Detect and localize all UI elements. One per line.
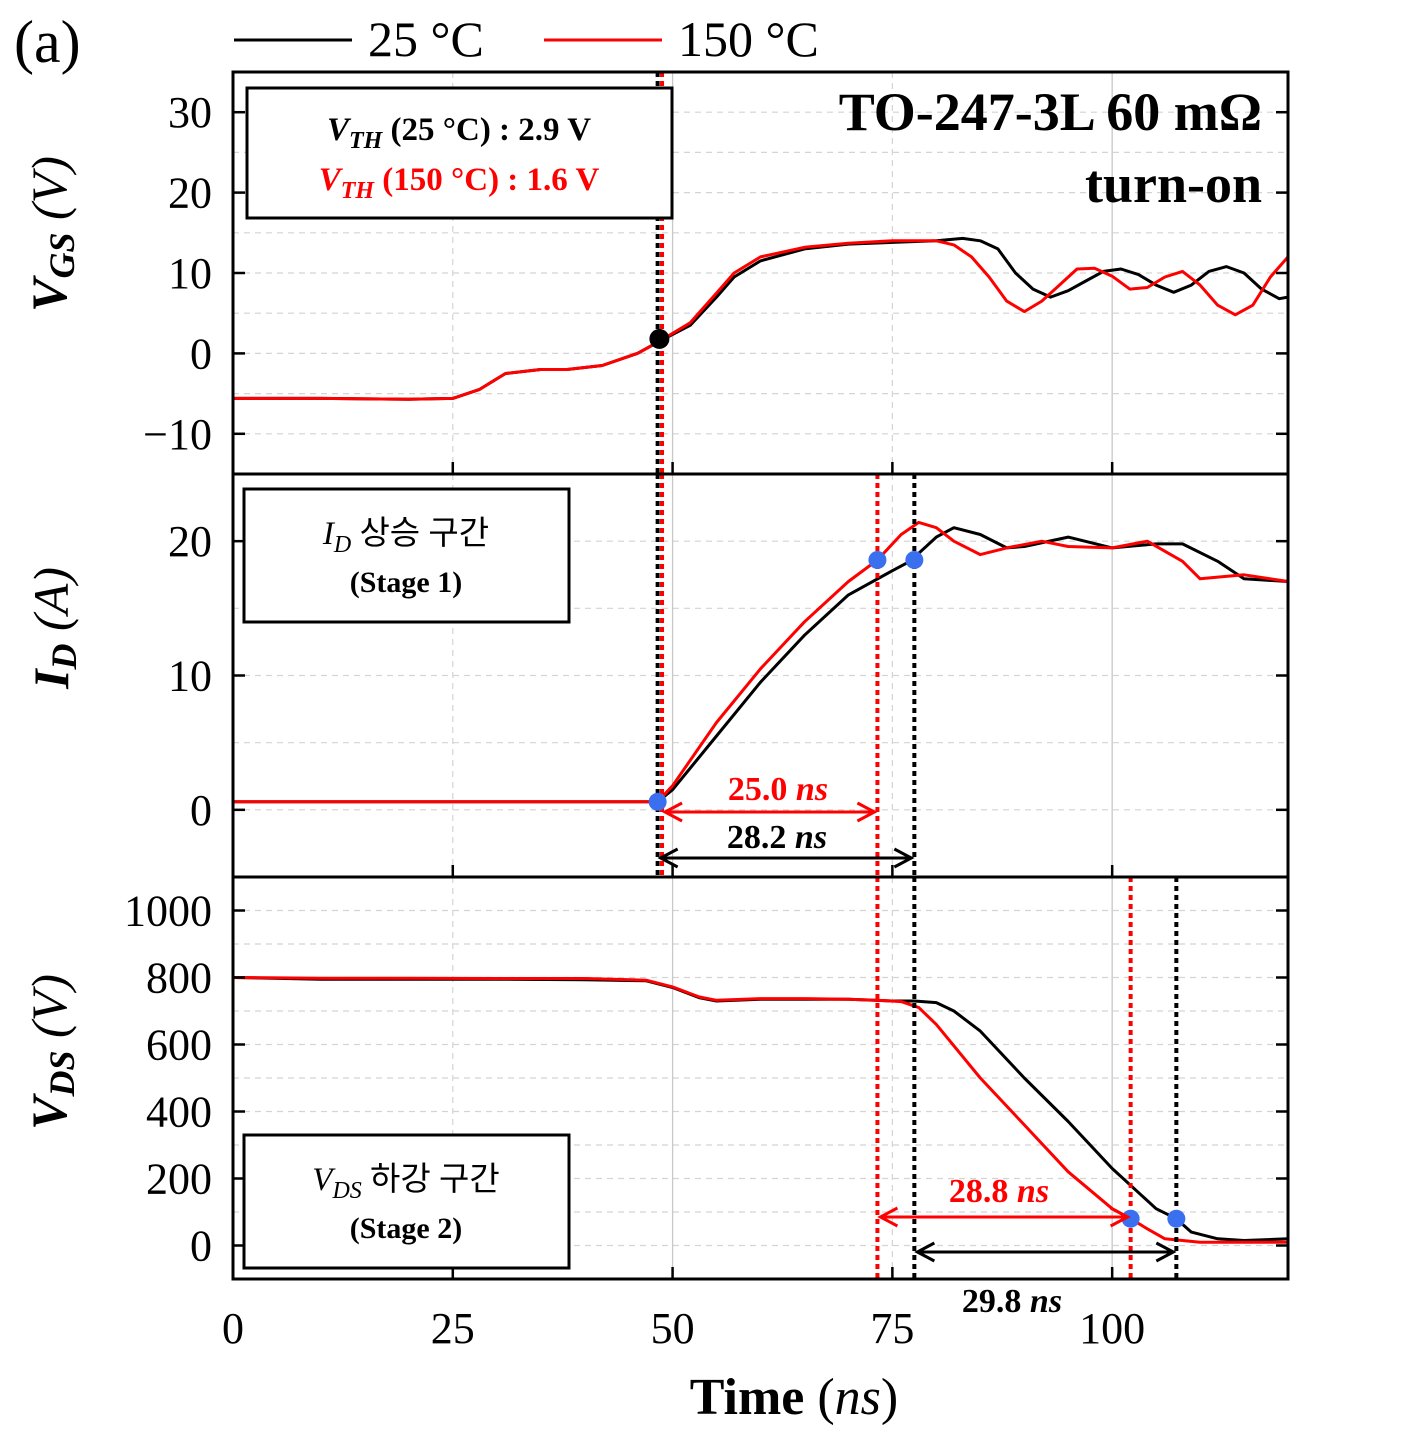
vgs-series-25c	[233, 236, 1289, 401]
vgs-ytick-label: −10	[143, 410, 212, 459]
vds-ytick-label: 400	[146, 1088, 212, 1137]
id-rise-25c-arrowhead-left	[657, 847, 679, 869]
id-axis-label: ID (A)	[23, 567, 84, 690]
stage2-title: VDS 하강 구간	[312, 1162, 499, 1204]
id-ytick-label: 10	[168, 652, 212, 701]
stage1-sub: D	[333, 532, 351, 558]
vth-25c-value: (25 °C) : 2.9 V	[382, 112, 591, 148]
stage2-box	[242, 1133, 571, 1270]
id-ytick-label: 0	[190, 786, 212, 835]
id-rise-25c-arrowhead-right	[893, 847, 915, 869]
interval-annotations: 25.0 ns 28.2 ns 28.8 ns 29.8 ns	[657, 771, 1177, 1320]
vds-fall-150c-label: 28.8 ns	[949, 1173, 1049, 1210]
vds-ytick-label: 1000	[124, 887, 212, 936]
device-subtitle: turn-on	[1085, 154, 1262, 214]
vgs-axis-sym: V	[21, 275, 77, 312]
x-tick-label: 50	[651, 1304, 695, 1353]
vth-25c-text: VTH (25 °C) : 2.9 V	[327, 112, 591, 154]
legend-label-150c: 150 °C	[678, 11, 819, 67]
vds-fall-25c-arrowhead-right	[1155, 1241, 1177, 1263]
stage1-title: ID 상승 구간	[322, 516, 489, 558]
vgs-series-150c	[233, 239, 1290, 401]
vgs-axis-unit: (V)	[21, 156, 77, 232]
x-axis-unit: ns	[835, 1369, 881, 1426]
vgs-ytick-label: 30	[168, 88, 212, 137]
vgs-ytick-label: 20	[168, 169, 212, 218]
vds-fall-25c-label: 29.8 ns	[962, 1283, 1062, 1320]
stage2-sym: V	[312, 1162, 336, 1198]
id-axis-sub: D	[44, 643, 84, 670]
vgs-ytick-label: 0	[190, 329, 212, 378]
vth-25c-sym: V	[327, 112, 352, 148]
stage1-stage: (Stage 1)	[350, 566, 462, 599]
id-rise-150c-label: 25.0 ns	[728, 771, 828, 808]
x-axis-main: Time	[690, 1369, 805, 1426]
id-marker	[868, 550, 887, 569]
legend-label-25c: 25 °C	[368, 11, 484, 67]
vgs-marker	[649, 328, 670, 349]
panel-label: (a)	[14, 9, 81, 75]
vds-panel: 0 200 400 600 800 1000 0 25 50 75 100	[124, 875, 1290, 1353]
stage2-stage: (Stage 2)	[350, 1212, 462, 1245]
id-rise-150c-arrowhead-right	[856, 801, 878, 823]
vth-150c-value: (150 °C) : 1.6 V	[374, 162, 599, 198]
x-tick-label: 75	[870, 1304, 914, 1353]
vds-ytick-label: 800	[146, 954, 212, 1003]
device-title: TO-247-3L 60 mΩ	[839, 82, 1262, 142]
vds-axis-label: VDS (V)	[21, 974, 82, 1130]
vgs-ytick-label: 10	[168, 249, 212, 298]
stage1-sym: I	[322, 516, 336, 552]
vth-box	[245, 86, 674, 220]
vgs-axis-label: VGS (V)	[21, 156, 82, 312]
stage1-box	[242, 487, 571, 624]
stage2-label: 하강 구간	[362, 1162, 500, 1198]
id-axis-unit: (A)	[23, 567, 79, 643]
vds-ytick-label: 0	[190, 1222, 212, 1271]
vds-fall-150c-arrowhead-left	[877, 1206, 899, 1228]
vth-150c-text: VTH (150 °C) : 1.6 V	[319, 162, 600, 204]
vth-150c-sym: V	[319, 162, 344, 198]
vds-axis-unit: (V)	[21, 974, 77, 1050]
x-tick-label: 0	[222, 1304, 244, 1353]
x-axis-label: Time (ns)	[690, 1369, 899, 1426]
id-marker	[905, 550, 924, 569]
stage1-label: 상승 구간	[351, 516, 489, 552]
vds-fall-150c-arrowhead-right	[1109, 1206, 1131, 1228]
vds-axis-sym: V	[21, 1093, 77, 1130]
vds-ytick-label: 200	[146, 1155, 212, 1204]
vth-150c-sub: TH	[341, 178, 376, 204]
id-series-150c	[233, 520, 1289, 804]
vds-series-150c	[232, 976, 1288, 1244]
vds-frame	[231, 875, 1290, 1281]
vgs-axis-sub: GS	[42, 232, 82, 278]
id-panel: 0 10 20	[168, 472, 1290, 879]
vth-25c-sub: TH	[349, 128, 384, 154]
id-ytick-label: 20	[168, 517, 212, 566]
vds-axis-sub: DS	[42, 1050, 82, 1097]
legend: 25 °C 150 °C	[234, 11, 819, 67]
id-axis-sym: I	[23, 668, 79, 690]
stage2-sub: DS	[331, 1178, 361, 1204]
id-marker	[648, 792, 667, 811]
vds-marker	[1121, 1209, 1140, 1228]
x-tick-label: 100	[1079, 1304, 1145, 1353]
id-rise-25c-label: 28.2 ns	[727, 819, 827, 856]
vds-ytick-label: 600	[146, 1021, 212, 1070]
vds-marker	[1167, 1209, 1186, 1228]
x-tick-label: 25	[431, 1304, 475, 1353]
vds-fall-25c-arrowhead-left	[914, 1241, 936, 1263]
id-rise-150c-arrowhead-left	[661, 801, 683, 823]
